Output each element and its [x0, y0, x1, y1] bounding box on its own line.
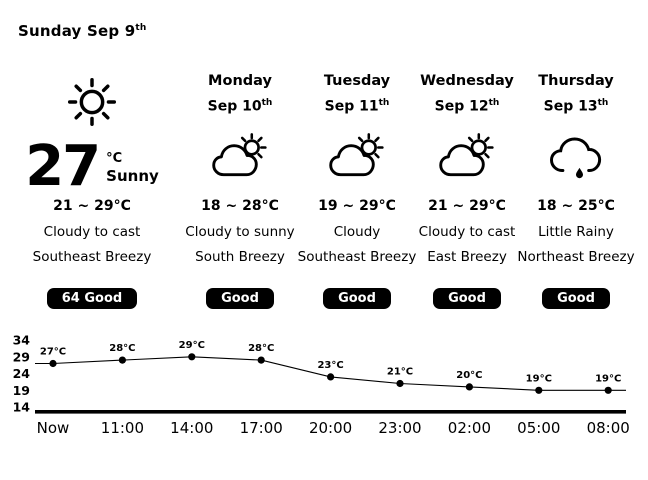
air-quality-badge[interactable]: Good [542, 288, 610, 309]
temp-range: 18 ~ 25°C [537, 198, 615, 214]
today-icon-box [12, 70, 172, 142]
day-name: Thursday [538, 73, 614, 89]
temp-range: 19 ~ 29°C [318, 198, 396, 214]
temp-point-dot [327, 373, 335, 381]
chart-baseline [35, 410, 626, 414]
sun-icon [61, 71, 123, 133]
x-tick-label: Now [37, 419, 70, 437]
day-name: Monday [208, 73, 272, 89]
x-tick-label: 23:00 [378, 419, 421, 437]
y-tick-label: 19 [13, 383, 30, 398]
temp-range: 18 ~ 28°C [201, 198, 279, 214]
temp-point-dot [396, 379, 404, 388]
day-name: Wednesday [420, 73, 514, 89]
forecast-column-tuesday[interactable]: Tuesday Sep 11th 19 ~ 29°C Cloudy Southe… [292, 70, 422, 309]
condition: Cloudy to cast [418, 224, 516, 240]
cloud-sun-icon [328, 133, 386, 182]
forecast-column-monday[interactable]: Monday Sep 10th 18 ~ 28°C Cloudy to sunn… [175, 70, 305, 309]
temp-point-label: 29°C [179, 340, 205, 351]
wind: Southeast Breezy [297, 249, 417, 265]
temp-point-label: 20°C [456, 370, 482, 381]
x-tick-label: 08:00 [587, 419, 630, 437]
wind: South Breezy [195, 249, 285, 265]
temp-point-dot [49, 359, 57, 368]
today-condition: Cloudy to cast [43, 224, 141, 240]
x-tick-label: 11:00 [101, 419, 144, 437]
condition: Little Rainy [538, 224, 614, 240]
temp-point-dot [257, 356, 265, 364]
day-name: Tuesday [323, 73, 391, 89]
temp-range: 21 ~ 29°C [428, 198, 506, 214]
x-tick-label: 05:00 [517, 419, 560, 437]
temp-point-label: 28°C [109, 343, 135, 354]
forecast-column-thursday[interactable]: Thursday Sep 13th 18 ~ 25°C Little Rainy… [508, 70, 644, 309]
wind: East Breezy [427, 249, 507, 265]
temp-point-dot [188, 353, 196, 361]
air-quality-badge[interactable]: Good [206, 288, 274, 309]
temp-point-label: 28°C [248, 343, 274, 354]
cloud-rain-icon [548, 131, 604, 182]
temp-point-label: 19°C [526, 373, 552, 384]
x-tick-label: 14:00 [170, 419, 213, 437]
day-date: Sep 11th [324, 98, 390, 115]
day-date: Sep 10th [207, 98, 273, 115]
today-panel: 27 °C Sunny 21 ~ 29°C Cloudy to cast Sou… [12, 70, 172, 309]
today-air-quality-badge[interactable]: 64 Good [46, 288, 138, 309]
temp-point-label: 19°C [595, 373, 621, 384]
current-temperature: 27 [25, 134, 101, 199]
x-tick-label: 02:00 [448, 419, 491, 437]
today-wind: Southeast Breezy [32, 249, 152, 265]
y-tick-label: 24 [13, 366, 31, 381]
today-temp-range: 21 ~ 29°C [53, 198, 131, 214]
temp-point-dot [535, 386, 543, 394]
cloud-sun-icon [438, 133, 496, 182]
header-date-text: Sunday Sep 9 [18, 22, 136, 40]
header-date-suffix: th [135, 23, 147, 33]
air-quality-badge[interactable]: Good [323, 288, 391, 309]
temperature-unit: °C [106, 150, 123, 166]
temp-point-label: 27°C [40, 347, 66, 358]
temp-point-dot [604, 386, 612, 394]
y-tick-label: 34 [13, 333, 31, 348]
forecast-column-wednesday[interactable]: Wednesday Sep 12th 21 ~ 29°C Cloudy to c… [400, 70, 534, 309]
y-tick-label: 29 [13, 349, 30, 364]
condition: Cloudy to sunny [185, 224, 295, 240]
cloud-sun-icon [211, 133, 269, 182]
temp-point-label: 21°C [387, 367, 413, 378]
day-date: Sep 13th [543, 98, 609, 115]
condition: Cloudy [333, 224, 381, 240]
temp-point-dot [118, 356, 126, 364]
day-date: Sep 12th [434, 98, 500, 115]
air-quality-badge[interactable]: Good [433, 288, 501, 309]
current-conditions: 27 °C Sunny [12, 134, 172, 199]
x-tick-label: 20:00 [309, 419, 352, 437]
wind: Northeast Breezy [517, 249, 635, 265]
current-date-header: Sunday Sep 9th [18, 22, 146, 40]
current-condition-label: Sunny [106, 166, 159, 185]
x-tick-label: 17:00 [240, 419, 283, 437]
temp-point-label: 23°C [317, 360, 343, 371]
temp-point-dot [465, 383, 473, 391]
y-tick-label: 14 [13, 400, 31, 415]
